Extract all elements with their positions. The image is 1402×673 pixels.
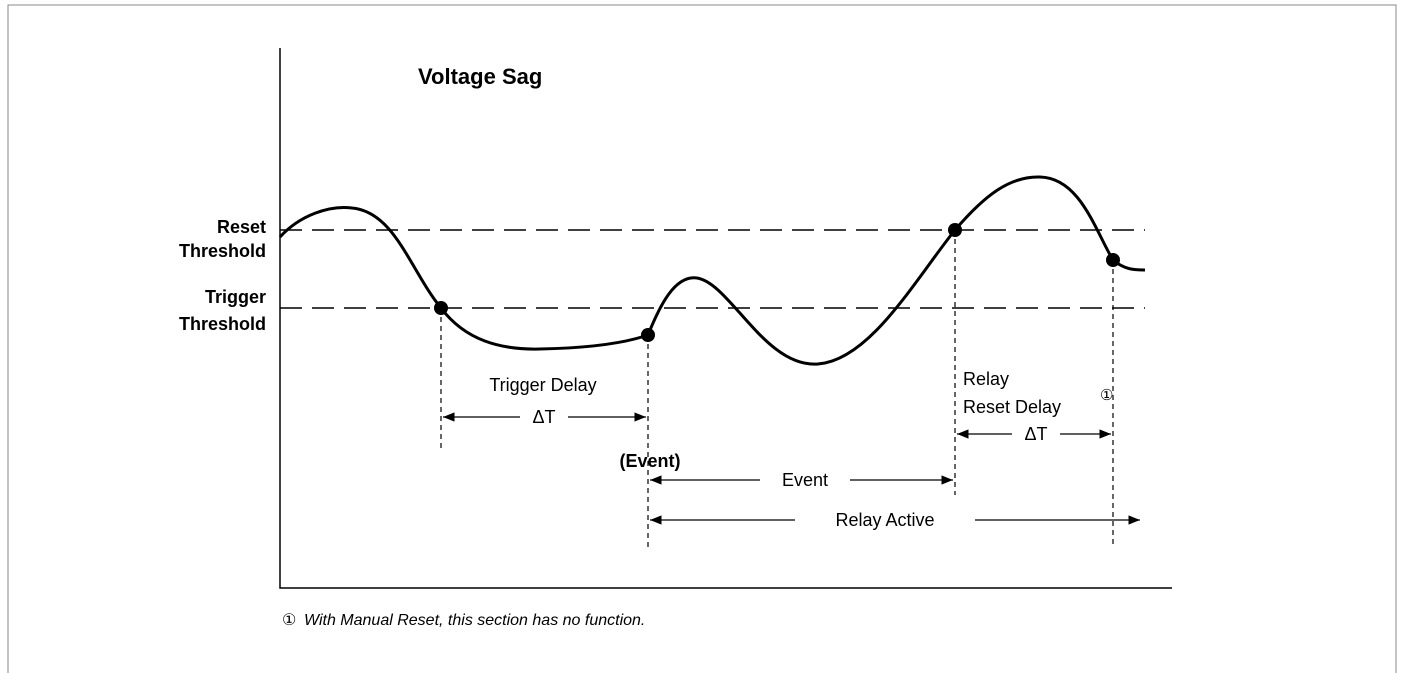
title: Voltage Sag <box>418 64 542 89</box>
level-label: Reset <box>217 217 266 237</box>
interval-label: (Event) <box>619 451 680 471</box>
level-label: Trigger <box>205 287 266 307</box>
voltage-curve <box>278 175 1146 366</box>
interval-label: Trigger Delay <box>489 375 596 395</box>
crossing-points <box>434 223 1120 342</box>
interval-label: ΔT <box>532 407 555 427</box>
frame <box>7 4 1397 673</box>
interval-label: Relay Active <box>835 510 934 530</box>
axes <box>279 48 1172 589</box>
interval-label: ΔT <box>1024 424 1047 444</box>
level-label: Threshold <box>179 314 266 334</box>
interval-label: Reset Delay <box>963 397 1061 417</box>
footnote: With Manual Reset, this section has no f… <box>304 612 645 629</box>
footnote-marker: ① <box>282 612 296 629</box>
interval-label: Event <box>782 470 828 490</box>
note-ref: ① <box>1100 387 1113 404</box>
level-label: Threshold <box>179 241 266 261</box>
interval-label: Relay <box>963 369 1009 389</box>
